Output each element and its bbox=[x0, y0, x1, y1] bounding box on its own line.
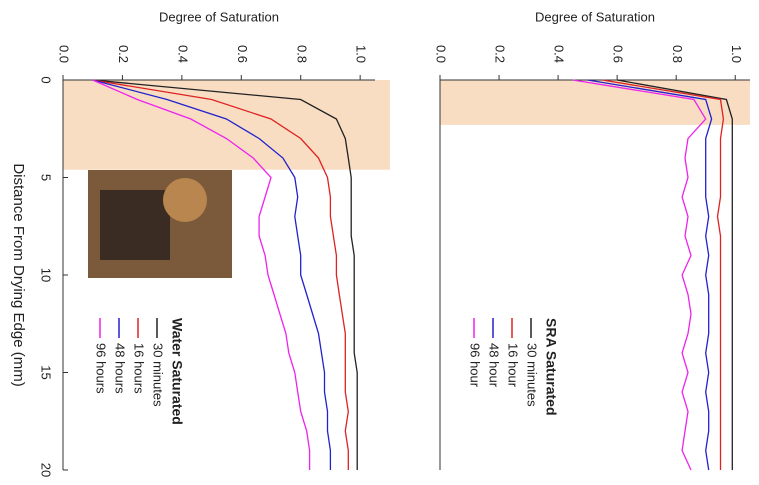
y-tick-label: 0.8 bbox=[294, 45, 309, 63]
y-tick-label: 0.2 bbox=[116, 45, 131, 63]
legend-label: 30 minutes bbox=[151, 343, 166, 407]
legend-label: 48 hour bbox=[487, 343, 502, 388]
series-line bbox=[92, 79, 332, 470]
legend-label: 30 minutes bbox=[525, 343, 540, 407]
legend-label: 16 hours bbox=[132, 343, 147, 394]
y-tick-label: 0.0 bbox=[57, 45, 72, 63]
y-tick-label: 0.0 bbox=[434, 45, 449, 63]
series-line bbox=[92, 79, 349, 470]
x-tick-label: 10 bbox=[39, 268, 54, 282]
x-tick-label: 0 bbox=[39, 76, 54, 83]
legend-label: 48 hours bbox=[113, 343, 128, 394]
legend-title: SRA Saturated bbox=[543, 318, 559, 416]
legend-title: Water Saturated bbox=[169, 318, 185, 425]
x-tick-label: 15 bbox=[39, 365, 54, 379]
series-line bbox=[92, 79, 358, 470]
series-line bbox=[587, 79, 713, 471]
photo-detail bbox=[100, 190, 170, 260]
x-axis-title: Distance From Drying Edge (mm) bbox=[10, 163, 27, 386]
y-tick-label: 0.4 bbox=[552, 45, 567, 63]
y-tick-label: 0.2 bbox=[493, 45, 508, 63]
series-line bbox=[572, 79, 707, 471]
y-tick-label: 0.6 bbox=[235, 45, 250, 63]
y-tick-label: 0.6 bbox=[611, 45, 626, 63]
y-tick-label: 0.8 bbox=[670, 45, 685, 63]
x-tick-label: 5 bbox=[39, 174, 54, 181]
legend-label: 96 hours bbox=[94, 343, 109, 394]
y-tick-label: 0.4 bbox=[175, 45, 190, 63]
series-line bbox=[92, 79, 311, 470]
legend-label: 16 hour bbox=[506, 343, 521, 388]
y-tick-label: 1.0 bbox=[729, 45, 744, 63]
highlight-band bbox=[63, 80, 390, 170]
x-tick-label: 20 bbox=[39, 463, 54, 477]
highlight-band bbox=[440, 80, 750, 125]
photo-detail bbox=[163, 178, 207, 222]
chart-title: Degree of Saturation bbox=[159, 9, 279, 24]
series-line bbox=[616, 79, 733, 470]
series-line bbox=[602, 79, 725, 470]
chart-title: Degree of Saturation bbox=[535, 9, 655, 24]
legend-label: 96 hour bbox=[468, 343, 483, 388]
y-tick-label: 1.0 bbox=[354, 45, 369, 63]
